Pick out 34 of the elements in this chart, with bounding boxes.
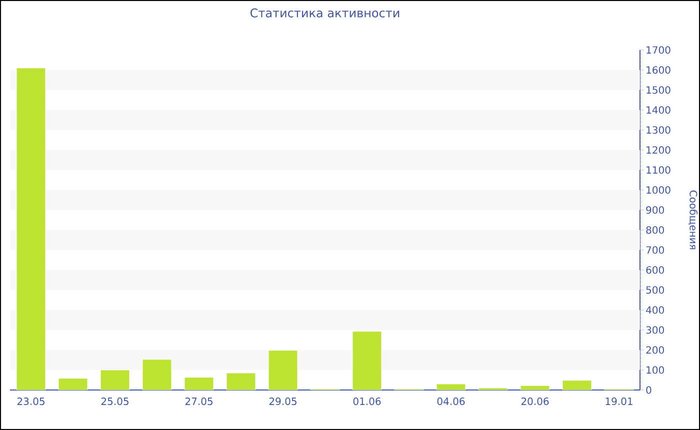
y-tick-label: 100 (646, 366, 664, 374)
bar (562, 380, 592, 390)
bar (226, 372, 256, 390)
y-tick-label: 1100 (646, 166, 670, 174)
y-tick-label: 1500 (646, 86, 670, 94)
y-tick-label: 1300 (646, 126, 670, 134)
y-tick-label: 1000 (646, 186, 670, 194)
x-tick-label: 20.06 (521, 398, 549, 406)
bar (520, 385, 550, 390)
y-tick-label: 300 (646, 326, 664, 334)
bar (436, 384, 466, 390)
bar (58, 378, 88, 390)
x-tick-label: 23.05 (17, 398, 44, 406)
y-tick-label: 1700 (646, 46, 670, 54)
x-tick-label: 01.06 (353, 398, 381, 406)
x-tick-label: 27.05 (185, 398, 212, 406)
y-axis-title: Сообщения (688, 190, 698, 250)
y-tick-label: 800 (646, 226, 664, 234)
y-tick-label: 600 (646, 266, 664, 274)
x-tick-label: 29.05 (269, 398, 296, 406)
y-tick-label: 900 (646, 206, 664, 214)
x-tick-label: 19.01 (606, 398, 632, 406)
y-tick-label: 200 (646, 346, 664, 354)
y-tick-label: 500 (646, 286, 664, 294)
chart-title: Статистика активности (250, 8, 400, 18)
y-tick-label: 1200 (646, 146, 670, 154)
x-tick-label: 04.06 (437, 398, 465, 406)
y-tick-label: 1400 (646, 106, 670, 114)
y-tick-label: 0 (646, 386, 652, 394)
y-tick-label: 1600 (646, 66, 670, 74)
y-tick-label: 700 (646, 246, 664, 254)
y-tick-label: 400 (646, 306, 664, 314)
bar (184, 377, 214, 390)
x-tick-label: 25.05 (101, 398, 128, 406)
